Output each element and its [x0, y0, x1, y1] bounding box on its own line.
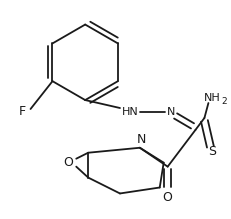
Text: O: O — [163, 191, 173, 204]
Text: F: F — [19, 106, 26, 118]
Text: S: S — [208, 145, 216, 158]
Text: 2: 2 — [222, 97, 227, 106]
Text: HN: HN — [122, 107, 138, 117]
Text: O: O — [63, 156, 73, 169]
Text: N: N — [137, 133, 146, 146]
Text: N: N — [167, 107, 175, 117]
Text: NH: NH — [204, 93, 221, 103]
